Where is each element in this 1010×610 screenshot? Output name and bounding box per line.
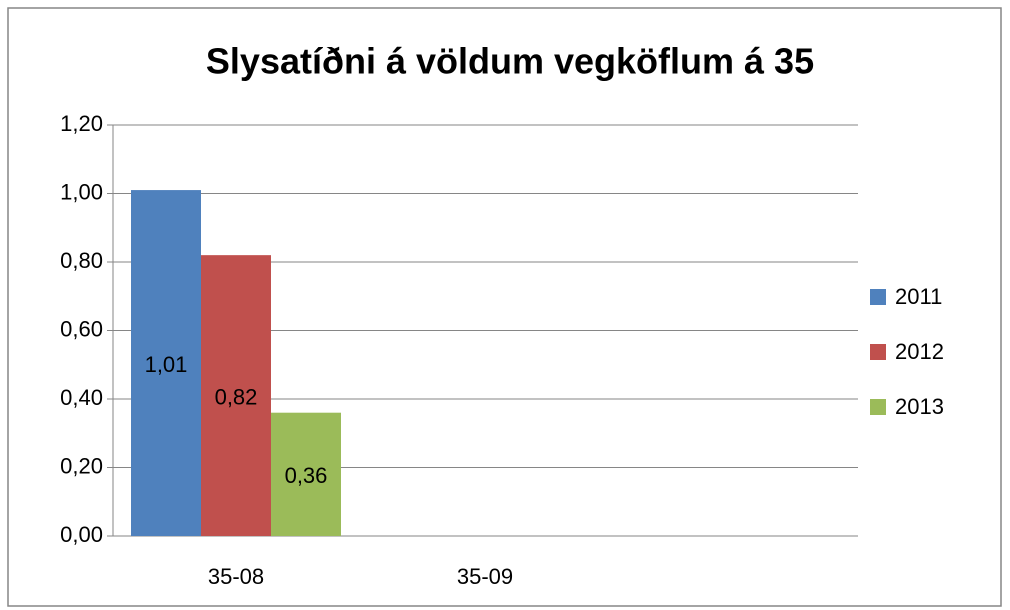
legend-swatch (870, 344, 886, 360)
y-tick-label: 1,00 (60, 179, 103, 204)
value-label: 1,01 (145, 352, 188, 377)
legend-label: 2012 (895, 339, 944, 364)
y-tick-label: 1,20 (60, 111, 103, 136)
x-tick-label: 35-08 (208, 564, 264, 589)
legend-label: 2013 (895, 394, 944, 419)
bar (131, 190, 201, 536)
chart-title: Slysatíðni á völdum vegköflum á 35 (206, 41, 814, 82)
legend-swatch (870, 399, 886, 415)
legend-label: 2011 (895, 284, 942, 309)
value-label: 0,36 (285, 463, 328, 488)
y-tick-label: 0,20 (60, 453, 103, 478)
legend-swatch (870, 289, 886, 305)
x-tick-label: 35-09 (457, 564, 513, 589)
bar (271, 412, 341, 536)
y-tick-label: 0,00 (60, 522, 103, 547)
y-tick-label: 0,80 (60, 248, 103, 273)
value-label: 0,82 (215, 384, 258, 409)
y-tick-label: 0,60 (60, 316, 103, 341)
bar (201, 255, 271, 536)
y-tick-label: 0,40 (60, 385, 103, 410)
